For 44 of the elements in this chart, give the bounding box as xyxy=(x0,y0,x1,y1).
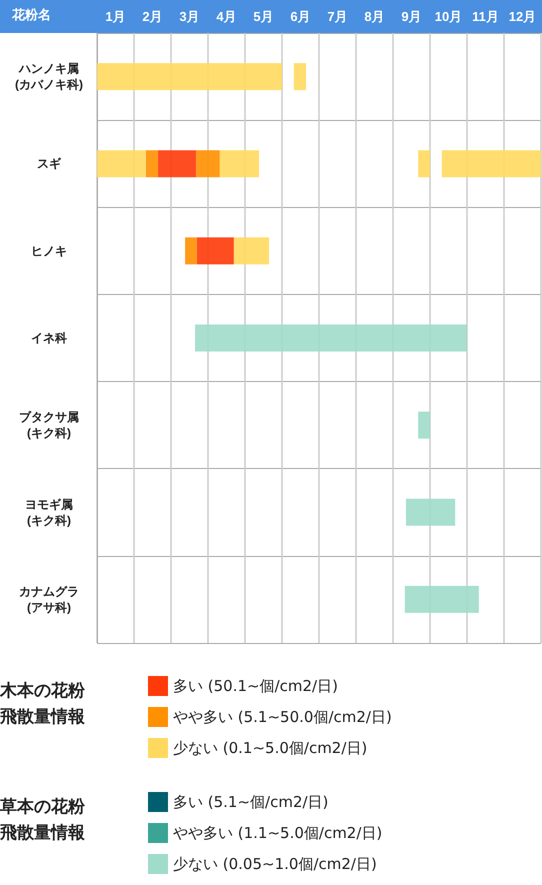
x-tick-label: 4月 xyxy=(216,9,237,24)
bar xyxy=(220,150,260,178)
legend-label: 少ない (0.1~5.0個/cm2/日) xyxy=(173,739,368,757)
x-tick-label: 11月 xyxy=(472,9,499,24)
bar xyxy=(146,150,158,178)
x-tick-label: 5月 xyxy=(253,9,274,24)
y-tick-label: ハンノキ属 (カバノキ科) xyxy=(15,62,83,92)
bar xyxy=(97,150,146,178)
x-tick-label: 2月 xyxy=(142,9,163,24)
bar xyxy=(158,150,196,178)
bar xyxy=(196,150,220,178)
y-tick-label: イネ科 xyxy=(31,331,67,345)
legend-label: やや多い (1.1~5.0個/cm2/日) xyxy=(173,824,382,842)
y-tick-label: ヒノキ xyxy=(31,244,67,258)
y-axis-title: 花粉名 xyxy=(11,8,51,23)
x-tick-label: 7月 xyxy=(327,9,348,24)
x-tick-label: 9月 xyxy=(401,9,422,24)
text: 木本の花粉飛散量情報 xyxy=(0,681,86,727)
bar xyxy=(442,150,541,178)
y-tick-label: ブタクサ属 (キク科) xyxy=(19,410,79,440)
x-tick-label: 1月 xyxy=(105,9,126,24)
x-tick-label: 8月 xyxy=(364,9,385,24)
bar xyxy=(418,412,430,439)
bar xyxy=(195,324,467,352)
text: 草本の花粉飛散量情報 xyxy=(0,797,86,843)
bar xyxy=(196,237,234,264)
bar xyxy=(418,150,430,178)
legend-label: 少ない (0.05~1.0個/cm2/日) xyxy=(173,855,377,873)
y-tick-label: スギ xyxy=(37,156,62,171)
legend-label: やや多い (5.1~50.0個/cm2/日) xyxy=(173,708,392,726)
bar xyxy=(406,498,456,526)
x-tick-label: 3月 xyxy=(179,9,200,24)
y-tick-label: カナムグラ (アサ科) xyxy=(19,584,79,614)
legend-label: 多い (50.1~個/cm2/日) xyxy=(173,677,338,695)
bar xyxy=(234,237,270,264)
x-tick-label: 12月 xyxy=(508,9,536,24)
bar xyxy=(404,586,479,613)
x-tick-label: 10月 xyxy=(434,9,462,24)
legend-label: 多い (5.1~個/cm2/日) xyxy=(173,793,328,811)
bar xyxy=(97,63,282,90)
bar xyxy=(185,237,197,264)
y-tick-label: ヨモギ属 (キク科) xyxy=(25,497,73,528)
bar xyxy=(294,63,306,90)
x-tick-label: 6月 xyxy=(290,9,311,24)
